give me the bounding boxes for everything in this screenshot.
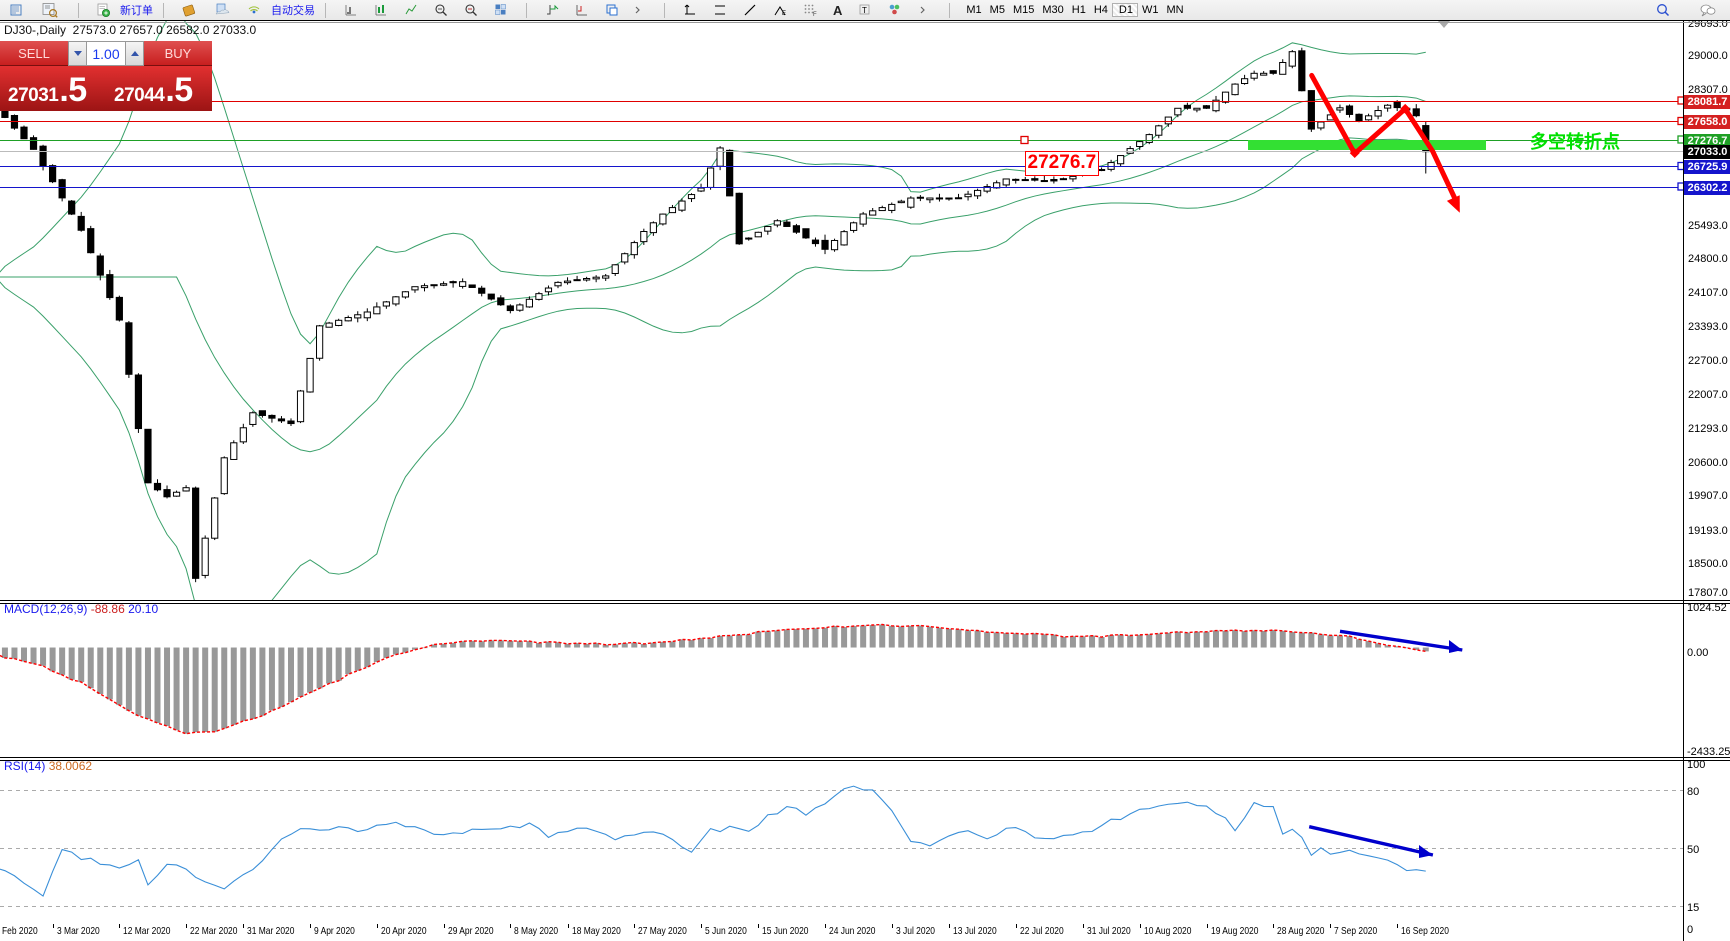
svg-text:F: F [813, 12, 817, 17]
svg-text:E: E [782, 11, 786, 17]
svg-text:T: T [862, 6, 867, 15]
